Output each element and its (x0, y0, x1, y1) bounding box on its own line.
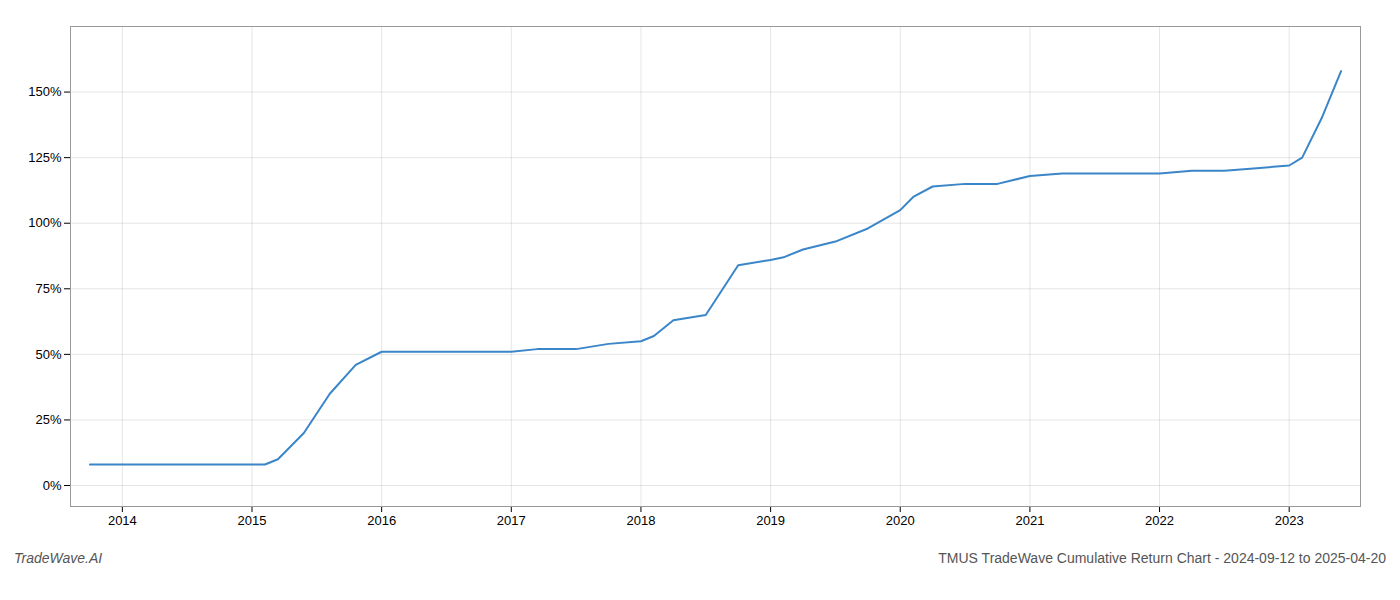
svg-text:2018: 2018 (626, 513, 655, 528)
svg-text:2015: 2015 (238, 513, 267, 528)
svg-text:2021: 2021 (1015, 513, 1044, 528)
svg-text:150%: 150% (28, 84, 62, 99)
html-text:TMUS TradeWave Cumulative Retu: TMUS TradeWave Cumulative Return Chart -… (938, 550, 1386, 566)
svg-text:2016: 2016 (367, 513, 396, 528)
svg-text:2017: 2017 (497, 513, 526, 528)
svg-text:2020: 2020 (886, 513, 915, 528)
svg-text:2022: 2022 (1145, 513, 1174, 528)
svg-text:100%: 100% (28, 215, 62, 230)
svg-text:0%: 0% (43, 478, 62, 493)
svg-text:125%: 125% (28, 150, 62, 165)
svg-text:75%: 75% (35, 281, 61, 296)
svg-text:2019: 2019 (756, 513, 785, 528)
svg-text:2023: 2023 (1275, 513, 1304, 528)
html-text:TradeWave.AI: TradeWave.AI (14, 550, 103, 566)
svg-text:25%: 25% (35, 412, 61, 427)
svg-text:50%: 50% (35, 347, 61, 362)
svg-text:2014: 2014 (108, 513, 137, 528)
